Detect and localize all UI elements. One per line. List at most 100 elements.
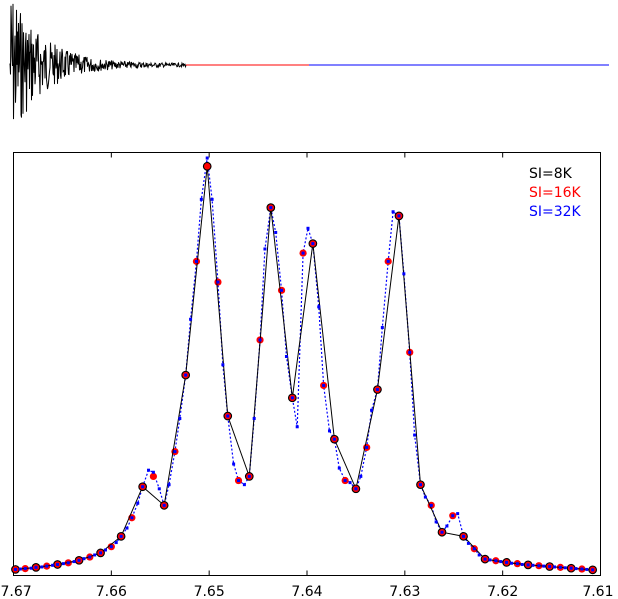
series-si-32k-point <box>173 450 177 454</box>
series-si-32k-point <box>247 474 251 478</box>
series-si-32k-point <box>151 470 155 474</box>
series-si-16k-point <box>149 472 158 480</box>
legend-entry-si-16k: SI=16K <box>529 185 582 201</box>
series-si-32k-point <box>531 563 535 567</box>
series-si-32k-point <box>210 197 214 201</box>
series-si-32k-point <box>440 530 444 534</box>
series-layer <box>11 156 598 575</box>
series-si-32k-point <box>136 501 140 505</box>
series-si-32k-point <box>375 388 379 392</box>
series-si-32k-point <box>386 259 390 263</box>
series-si-32k-point <box>284 354 288 358</box>
series-si-32k-point <box>526 563 530 567</box>
series-si-32k-point <box>29 566 33 570</box>
series-si-32k-point <box>167 483 171 487</box>
x-axis-ticks <box>13 152 601 576</box>
series-si-32k-point <box>563 566 567 570</box>
x-axis-tick-labels: 7.67 7.66 7.65 7.64 7.63 7.62 7.61 <box>1 584 614 599</box>
series-si-32k-point <box>301 251 305 255</box>
series-si-32k-point <box>226 414 230 418</box>
series-si-32k-point <box>51 563 55 567</box>
series-si-32k-point <box>456 512 460 516</box>
series-si-32k-point <box>462 534 466 538</box>
series-si-32k-point <box>580 567 584 571</box>
fid-panel <box>9 3 609 120</box>
series-si-32k-point <box>380 326 384 330</box>
series-si-32k-point <box>93 553 97 557</box>
series-si-32k-point <box>494 559 498 563</box>
series-si-32k-point <box>328 429 332 433</box>
series-si-32k-point <box>434 520 438 524</box>
series-si-32k-point <box>542 564 546 568</box>
series-si-32k-point <box>40 565 44 569</box>
series-si-32k-point <box>77 558 81 562</box>
series-si-32k-point <box>125 526 129 530</box>
series-si-32k-point <box>237 479 241 483</box>
series-si-32k-point <box>103 548 107 552</box>
series-si-32k-point <box>343 479 347 483</box>
series-si-32k-point <box>311 242 315 246</box>
series-si-32k-point <box>466 541 470 545</box>
series-si-32k-point <box>574 567 578 571</box>
series-si-32k-point <box>61 562 65 566</box>
series-si-32k-point <box>274 230 278 234</box>
series-si-32k-point <box>162 503 166 507</box>
series-si-32k-point <box>520 562 524 566</box>
series-si-32k-point <box>585 567 589 571</box>
series-si-32k-point <box>23 567 27 571</box>
series-si-32k-point <box>34 565 38 569</box>
series-si-32k-point <box>252 417 256 421</box>
series-si-32k-point <box>263 247 267 251</box>
x-tick-label: 7.61 <box>582 584 613 599</box>
series-si-32k-point <box>157 487 161 491</box>
x-tick-label: 7.65 <box>194 584 225 599</box>
series-si-32k-point <box>109 545 113 549</box>
series-si-32k-point <box>515 562 519 566</box>
series-si-32k-point <box>337 466 341 470</box>
plot-frame <box>13 152 601 576</box>
series-si-32k-point <box>408 350 412 354</box>
legend-entry-si-32k: SI=32K <box>529 204 582 220</box>
series-si-32k-point <box>194 259 198 263</box>
x-tick-label: 7.64 <box>291 584 322 599</box>
series-si-32k-point <box>114 541 118 545</box>
series-si-32k-point <box>569 566 573 570</box>
series-si-32k-point <box>141 485 145 489</box>
series-si-32k-point <box>45 564 49 568</box>
series-si-32k-point <box>359 474 363 478</box>
series-si-32k-point <box>370 408 374 412</box>
series-si-32k-point <box>499 560 503 564</box>
series-si-32k-point <box>221 363 225 367</box>
series-si-32k-point <box>178 417 182 421</box>
x-tick-label: 7.63 <box>389 584 420 599</box>
series-si-32k-point <box>295 425 299 429</box>
series-si-32k-point <box>354 487 358 491</box>
series-si-32k-point <box>216 280 220 284</box>
series-si-32k-point <box>472 547 476 551</box>
fid-segment-8k <box>9 3 187 120</box>
series-si-32k-point <box>348 481 352 485</box>
x-tick-label: 7.66 <box>96 584 127 599</box>
series-si-32k-point <box>189 317 193 321</box>
series-si-32k-point <box>537 564 541 568</box>
series-si-32k-point <box>558 565 562 569</box>
series-si-32k-point <box>72 560 76 564</box>
series-si-32k-point <box>66 561 70 565</box>
series-si-32k-point <box>423 495 427 499</box>
series-si-32k-point <box>402 272 406 276</box>
series-si-32k-point <box>184 373 188 377</box>
series-si-32k-point <box>451 514 455 518</box>
legend: SI=8K SI=16K SI=32K <box>529 166 582 220</box>
series-si-8k-point <box>202 161 212 171</box>
series-si-32k-point <box>445 524 449 528</box>
series-si-32k-point <box>509 561 513 565</box>
series-si-32k-point <box>88 555 92 559</box>
series-si-32k-point <box>232 462 236 466</box>
series-si-32k-point <box>119 534 123 538</box>
series-si-32k-point <box>306 226 310 230</box>
series-si-32k-point <box>365 445 369 449</box>
series-si-32k-point <box>199 197 203 201</box>
series-si-32k-point <box>553 565 557 569</box>
series-si-32k-point <box>591 568 595 572</box>
series-si-32k-point <box>242 483 246 487</box>
